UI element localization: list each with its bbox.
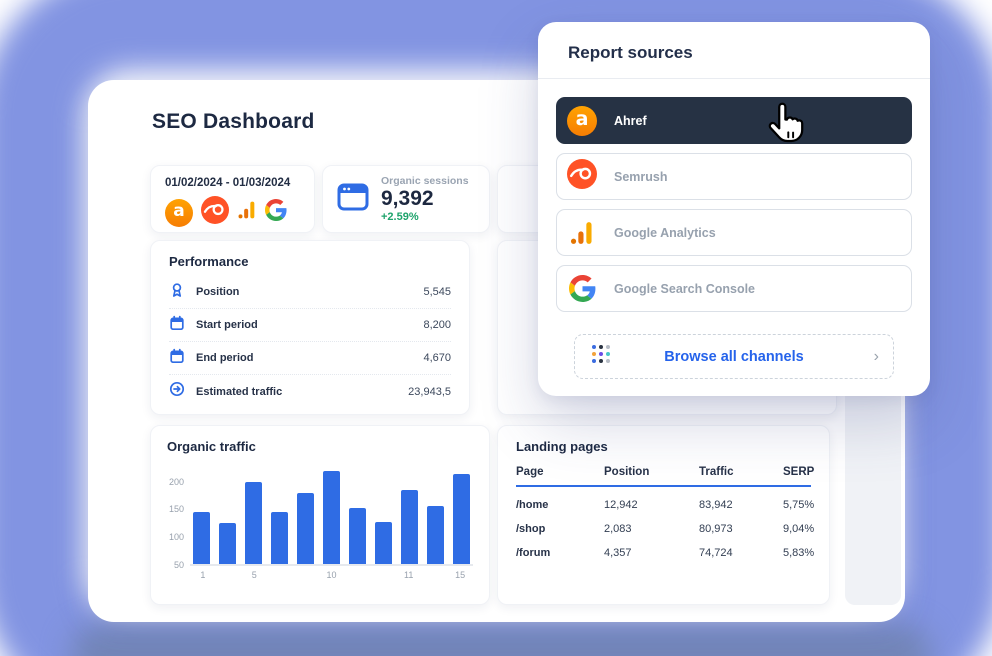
semrush-icon xyxy=(567,159,597,194)
google-analytics-icon xyxy=(567,220,597,246)
report-sources-panel: Report sources a Ahref Semrush Google An… xyxy=(538,22,930,396)
ahrefs-icon: a xyxy=(567,105,597,136)
page-title: SEO Dashboard xyxy=(152,110,315,133)
organic-sessions-card: Organic sessions 9,392 +2.59% xyxy=(322,165,490,233)
bar xyxy=(297,493,314,564)
sessions-label: Organic sessions xyxy=(381,174,469,187)
source-item-google-analytics[interactable]: Google Analytics xyxy=(556,209,912,256)
table-row: /home 12,942 83,942 5,75% xyxy=(516,499,815,511)
performance-title: Performance xyxy=(169,254,249,269)
date-range-card[interactable]: 01/02/2024 - 01/03/2024 a xyxy=(150,165,315,233)
bar xyxy=(323,471,340,564)
bar xyxy=(453,474,470,564)
arrow-circle-icon xyxy=(169,381,185,402)
landing-pages-card: Landing pages Page Position Traffic SERP… xyxy=(497,425,830,605)
divider xyxy=(538,78,930,79)
landing-pages-table: Page Position Traffic SERP /home 12,942 … xyxy=(516,466,815,559)
organic-traffic-chart: 50 100 150 200 1 5 10 11 15 xyxy=(167,466,473,581)
organic-traffic-title: Organic traffic xyxy=(167,439,256,454)
performance-row-end-period: End period 4,670 xyxy=(169,342,451,375)
performance-row-position: Position 5,545 xyxy=(169,276,451,309)
source-item-semrush[interactable]: Semrush xyxy=(556,153,912,200)
google-icon xyxy=(567,275,597,302)
sessions-value: 9,392 xyxy=(381,186,434,210)
bar xyxy=(245,482,262,564)
bar-plot xyxy=(190,466,473,566)
table-header-row: Page Position Traffic SERP xyxy=(516,466,814,487)
landing-pages-title: Landing pages xyxy=(516,439,608,454)
performance-card: Performance Position 5,545 Start period … xyxy=(150,240,470,415)
chart-y-axis: 50 100 150 200 xyxy=(168,476,184,570)
seo-dashboard-window: SEO Dashboard 01/02/2024 - 01/03/2024 a xyxy=(88,80,905,622)
source-item-ahref[interactable]: a Ahref xyxy=(556,97,912,144)
browser-window-icon xyxy=(335,179,371,220)
google-icon xyxy=(265,199,287,226)
semrush-icon xyxy=(201,196,229,229)
source-item-google-search-console[interactable]: Google Search Console xyxy=(556,265,912,312)
google-analytics-icon xyxy=(237,200,257,225)
ahrefs-icon: a xyxy=(165,198,193,227)
panel-title: Report sources xyxy=(568,43,693,62)
organic-traffic-card: Organic traffic 50 100 150 200 1 5 10 11 15 xyxy=(150,425,490,605)
decorative-glow-bottom xyxy=(70,626,932,656)
bar xyxy=(193,512,210,564)
chart-x-axis: 1 5 10 11 15 xyxy=(200,570,466,580)
award-icon xyxy=(169,282,185,303)
calendar-icon xyxy=(169,315,185,336)
performance-row-start-period: Start period 8,200 xyxy=(169,309,451,342)
apps-grid-icon xyxy=(590,343,612,370)
bar xyxy=(375,522,392,564)
calendar-icon xyxy=(169,348,185,369)
chevron-right-icon: › xyxy=(873,347,879,365)
sessions-delta: +2.59% xyxy=(381,210,419,223)
browse-all-channels-label: Browse all channels xyxy=(664,348,804,365)
bar xyxy=(219,523,236,564)
bar xyxy=(427,505,444,564)
hand-cursor-icon xyxy=(764,98,812,159)
table-row: /shop 2,083 80,973 9,04% xyxy=(516,523,815,535)
bar xyxy=(271,512,288,564)
bar xyxy=(349,507,366,564)
date-range-value: 01/02/2024 - 01/03/2024 xyxy=(165,177,291,189)
table-row: /forum 4,357 74,724 5,83% xyxy=(516,547,815,559)
performance-row-estimated-traffic: Estimated traffic 23,943,5 xyxy=(169,375,451,408)
bar xyxy=(401,489,418,564)
browse-all-channels-button[interactable]: Browse all channels › xyxy=(574,334,894,379)
